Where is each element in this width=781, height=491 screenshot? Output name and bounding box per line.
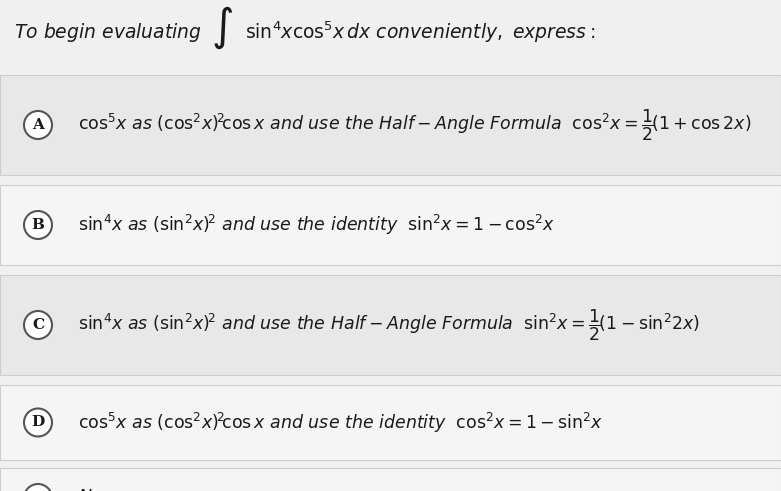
Bar (0, 468, 781, 491)
Circle shape (24, 409, 52, 436)
Circle shape (24, 111, 52, 139)
Text: $\int$: $\int$ (211, 5, 233, 51)
Text: $\sin^4\!\mathit{x}$ $\mathit{as}$ $\left(\sin^2\!\mathit{x}\right)^{\!2}$ $\mat: $\sin^4\!\mathit{x}$ $\mathit{as}$ $\lef… (78, 307, 700, 343)
Text: $\mathit{None}$: $\mathit{None}$ (78, 490, 124, 491)
Text: $\sin^4\!\mathit{x}$ $\mathit{as}$ $\left(\sin^2\!\mathit{x}\right)^{\!2}$ $\mat: $\sin^4\!\mathit{x}$ $\mathit{as}$ $\lef… (78, 213, 555, 237)
Text: $\it{To\ begin\ evaluating}$: $\it{To\ begin\ evaluating}$ (14, 21, 201, 44)
Bar (0, 185, 781, 265)
Text: $\mathit{\sin^4\!x\cos^5\!x\,dx}$$\mathit{\ conveniently,\ express:}$: $\mathit{\sin^4\!x\cos^5\!x\,dx}$$\mathi… (245, 19, 595, 45)
Text: $\cos^5\!\mathit{x}$ $\mathit{as}$ $\left(\cos^2\!\mathit{x}\right)^{\!2}\!\cos\: $\cos^5\!\mathit{x}$ $\mathit{as}$ $\lef… (78, 410, 603, 435)
Text: B: B (31, 218, 45, 232)
Circle shape (24, 484, 52, 491)
Bar (0, 75, 781, 175)
Bar (0, 385, 781, 460)
Bar (0, 275, 781, 375)
Text: A: A (32, 118, 44, 132)
Text: D: D (31, 415, 45, 430)
Text: $\cos^5\!\mathit{x}$ $\mathit{as}$ $\left(\cos^2\!\mathit{x}\right)^{\!2}\!\cos\: $\cos^5\!\mathit{x}$ $\mathit{as}$ $\lef… (78, 108, 751, 143)
Circle shape (24, 311, 52, 339)
Text: C: C (32, 318, 44, 332)
Circle shape (24, 211, 52, 239)
